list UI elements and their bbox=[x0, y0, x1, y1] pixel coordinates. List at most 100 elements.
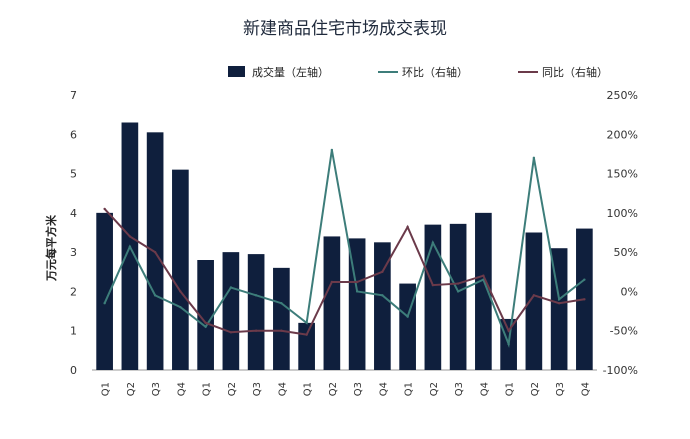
line-point bbox=[330, 148, 334, 152]
bars bbox=[96, 122, 593, 370]
line-point bbox=[254, 329, 258, 332]
legend-label: 成交量（左轴） bbox=[252, 65, 329, 79]
y2-tick-label: 250% bbox=[607, 89, 638, 102]
line-point bbox=[431, 283, 435, 287]
lines bbox=[103, 148, 586, 349]
line-point bbox=[103, 302, 106, 305]
line-point bbox=[153, 294, 157, 297]
series-line bbox=[103, 149, 585, 349]
y-tick-label: 7 bbox=[70, 89, 77, 102]
line-point bbox=[280, 302, 283, 305]
x-tick-label: Q2 bbox=[328, 382, 339, 396]
line-point bbox=[532, 156, 536, 160]
x-tick-label: Q3 bbox=[555, 382, 566, 396]
x-tick-label: Q3 bbox=[151, 382, 162, 396]
y-tick-label: 3 bbox=[70, 246, 77, 259]
y2-tick-label: 0% bbox=[621, 285, 638, 298]
bar bbox=[96, 212, 113, 370]
bar bbox=[424, 224, 442, 370]
x-tick-label: Q1 bbox=[404, 382, 415, 396]
line-point bbox=[507, 329, 510, 332]
x-tick-label: Q4 bbox=[277, 382, 288, 396]
line-point bbox=[204, 325, 207, 328]
bar bbox=[323, 236, 341, 370]
line-point bbox=[431, 241, 435, 244]
y-tick-label: 4 bbox=[70, 207, 77, 220]
line-point bbox=[532, 294, 536, 297]
y-tick-label: 5 bbox=[70, 168, 77, 181]
y2-tick-label: 50% bbox=[614, 246, 638, 259]
legend-label: 环比（右轴） bbox=[402, 65, 468, 79]
line-point bbox=[153, 250, 157, 254]
x-tick-label: Q3 bbox=[353, 382, 364, 396]
y2-tick-label: 150% bbox=[607, 168, 638, 181]
line-point bbox=[406, 225, 409, 229]
line-point bbox=[305, 321, 308, 325]
line-point bbox=[128, 245, 132, 248]
line-point bbox=[355, 280, 359, 284]
legend: 成交量（左轴） 环比（右轴） 同比（右轴） bbox=[228, 65, 608, 79]
bar bbox=[222, 252, 240, 370]
line-point bbox=[456, 282, 460, 285]
legend-swatch bbox=[228, 66, 245, 77]
line-point bbox=[179, 290, 182, 293]
x-tick-label: Q2 bbox=[429, 382, 440, 396]
line-point bbox=[456, 290, 460, 293]
bar bbox=[525, 232, 543, 370]
bar bbox=[172, 169, 189, 370]
line-point bbox=[229, 331, 233, 334]
x-tick-label: Q4 bbox=[479, 382, 490, 396]
line-point bbox=[583, 298, 586, 301]
y-tick-label: 1 bbox=[70, 325, 77, 338]
axes: 0 1 2 3 4 5 6 7 -100% -50% 0% 50% 100% 150% 200% 250% Q1… bbox=[70, 89, 638, 396]
bar bbox=[247, 254, 265, 370]
line-point bbox=[128, 235, 132, 238]
line-point bbox=[229, 286, 233, 289]
line-point bbox=[482, 274, 485, 277]
bar bbox=[273, 267, 290, 370]
y-axis-label: 万元每平方米 bbox=[44, 214, 58, 282]
bar bbox=[298, 322, 315, 370]
bar bbox=[475, 212, 492, 370]
x-tick-label: Q2 bbox=[126, 382, 137, 396]
x-tick-label: Q2 bbox=[227, 382, 238, 396]
x-tick-label: Q1 bbox=[505, 382, 516, 396]
line-point bbox=[557, 302, 561, 305]
y2-tick-label: -100% bbox=[603, 364, 638, 377]
x-tick-label: Q4 bbox=[580, 382, 591, 396]
line-point bbox=[507, 342, 510, 346]
x-tick-label: Q3 bbox=[454, 382, 465, 396]
x-tick-label: Q1 bbox=[202, 382, 213, 396]
line-point bbox=[381, 270, 384, 273]
y-tick-label: 2 bbox=[70, 285, 77, 298]
y2-tick-label: 100% bbox=[607, 207, 638, 220]
line-point bbox=[254, 294, 258, 297]
y-tick-label: 0 bbox=[70, 364, 77, 377]
x-tick-label: Q1 bbox=[303, 382, 314, 396]
line-point bbox=[381, 294, 384, 297]
x-tick-label: Q3 bbox=[252, 382, 263, 396]
legend-label: 同比（右轴） bbox=[542, 65, 608, 79]
line-point bbox=[330, 280, 334, 284]
line-point bbox=[179, 305, 182, 309]
y-tick-label: 6 bbox=[70, 128, 77, 141]
x-tick-label: Q4 bbox=[378, 382, 389, 396]
x-tick-label: Q2 bbox=[530, 382, 541, 396]
series-line bbox=[103, 208, 585, 336]
chart-title: 新建商品住宅市场成交表现 bbox=[243, 19, 447, 39]
line-point bbox=[355, 290, 359, 293]
x-tick-label: Q1 bbox=[101, 382, 112, 396]
line-point bbox=[557, 298, 561, 301]
bar bbox=[197, 260, 214, 370]
x-tick-label: Q4 bbox=[176, 382, 187, 396]
line-point bbox=[305, 333, 308, 336]
line-point bbox=[583, 278, 586, 281]
y2-tick-label: -50% bbox=[610, 325, 638, 338]
line-point bbox=[204, 321, 207, 325]
line-point bbox=[280, 329, 283, 332]
y2-tick-label: 200% bbox=[607, 128, 638, 141]
bar bbox=[449, 223, 467, 370]
line-point bbox=[406, 315, 409, 318]
line-point bbox=[103, 207, 106, 211]
